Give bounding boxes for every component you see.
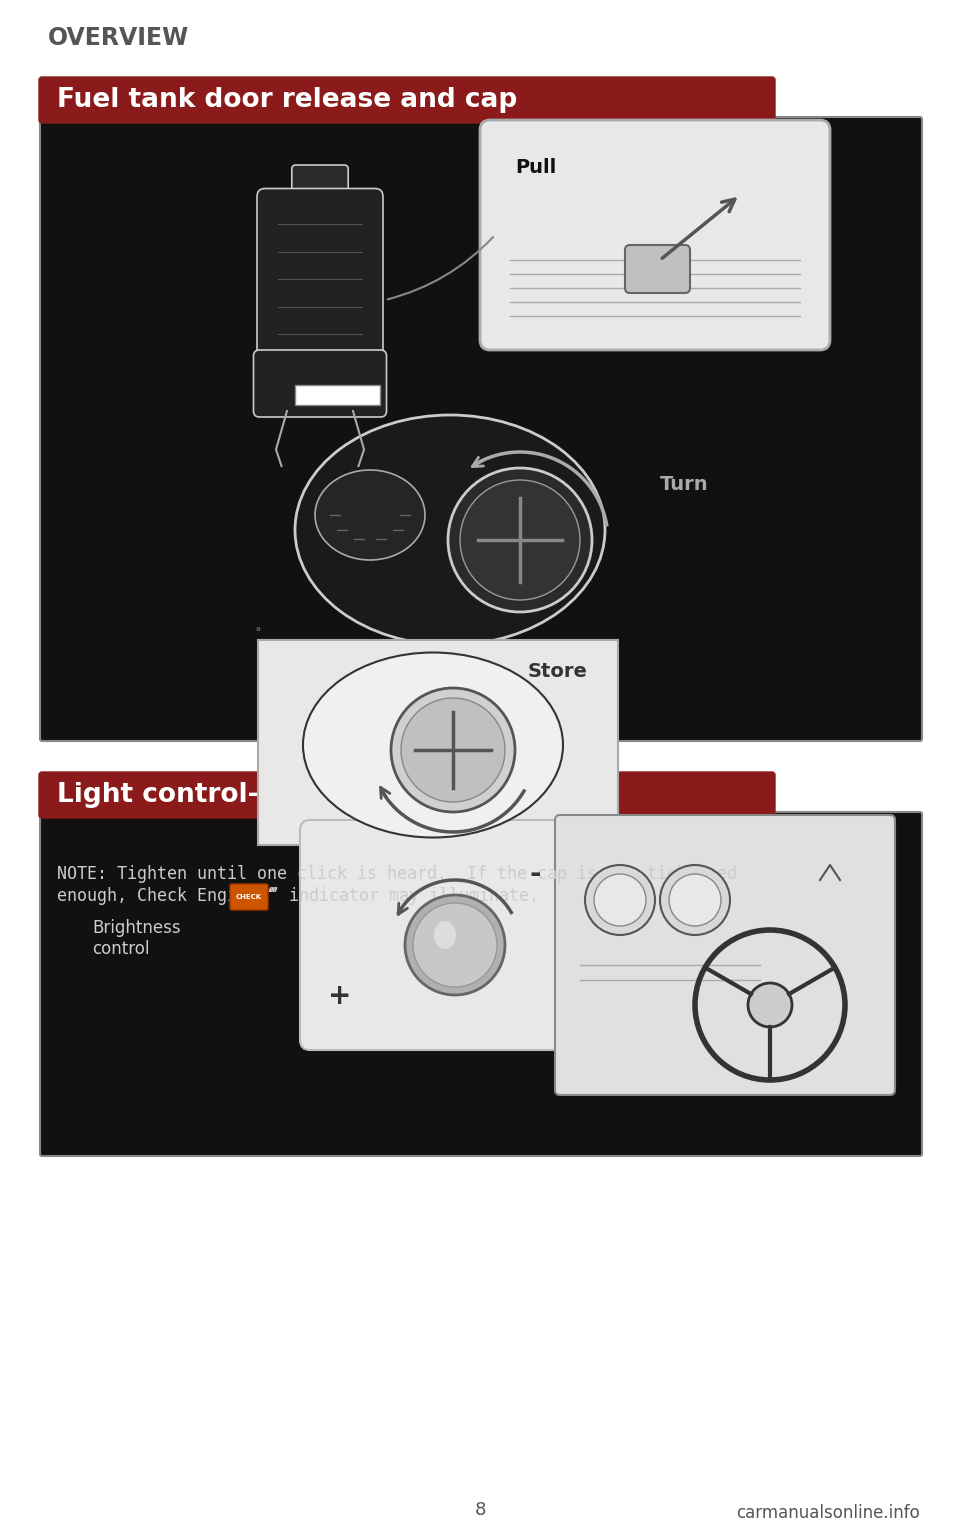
Ellipse shape	[315, 470, 425, 561]
Ellipse shape	[434, 922, 456, 949]
Ellipse shape	[303, 653, 563, 837]
FancyBboxPatch shape	[300, 820, 570, 1051]
FancyBboxPatch shape	[625, 246, 690, 293]
Text: ” indicator may illuminate.: ” indicator may illuminate.	[269, 886, 539, 905]
Circle shape	[594, 874, 646, 926]
Text: -: -	[529, 860, 540, 888]
Circle shape	[448, 468, 592, 611]
Text: ᵃ: ᵃ	[255, 625, 260, 637]
Circle shape	[413, 903, 497, 988]
Text: Pull: Pull	[515, 158, 556, 177]
FancyBboxPatch shape	[555, 816, 895, 1095]
FancyBboxPatch shape	[292, 164, 348, 204]
Bar	[295, 386, 380, 406]
FancyBboxPatch shape	[40, 117, 922, 740]
Text: +: +	[328, 982, 351, 1011]
Circle shape	[585, 865, 655, 935]
Text: Brightness
control: Brightness control	[92, 919, 180, 958]
Text: 8: 8	[474, 1501, 486, 1519]
FancyBboxPatch shape	[257, 189, 383, 364]
Text: Store: Store	[528, 662, 588, 680]
FancyBboxPatch shape	[230, 885, 268, 909]
FancyBboxPatch shape	[39, 773, 775, 819]
Text: Light control-Instrument panel: Light control-Instrument panel	[57, 782, 516, 808]
Circle shape	[405, 895, 505, 995]
Text: enough, Check Engine “: enough, Check Engine “	[57, 886, 277, 905]
Text: Turn: Turn	[660, 475, 708, 495]
Circle shape	[460, 479, 580, 601]
Circle shape	[748, 983, 792, 1028]
FancyBboxPatch shape	[258, 641, 618, 845]
Circle shape	[401, 697, 505, 802]
Ellipse shape	[295, 415, 605, 645]
FancyBboxPatch shape	[39, 77, 775, 123]
Circle shape	[669, 874, 721, 926]
Text: Fuel tank door release and cap: Fuel tank door release and cap	[57, 88, 517, 114]
Circle shape	[391, 688, 515, 813]
Text: CHECK: CHECK	[236, 894, 262, 900]
FancyBboxPatch shape	[480, 120, 830, 350]
Text: OVERVIEW: OVERVIEW	[48, 26, 189, 51]
Circle shape	[660, 865, 730, 935]
FancyBboxPatch shape	[40, 813, 922, 1157]
Text: NOTE: Tighten until one click is heard.  If the cap is not tightened: NOTE: Tighten until one click is heard. …	[57, 865, 737, 883]
Text: carmanualsonline.info: carmanualsonline.info	[736, 1504, 920, 1522]
FancyBboxPatch shape	[253, 350, 387, 416]
